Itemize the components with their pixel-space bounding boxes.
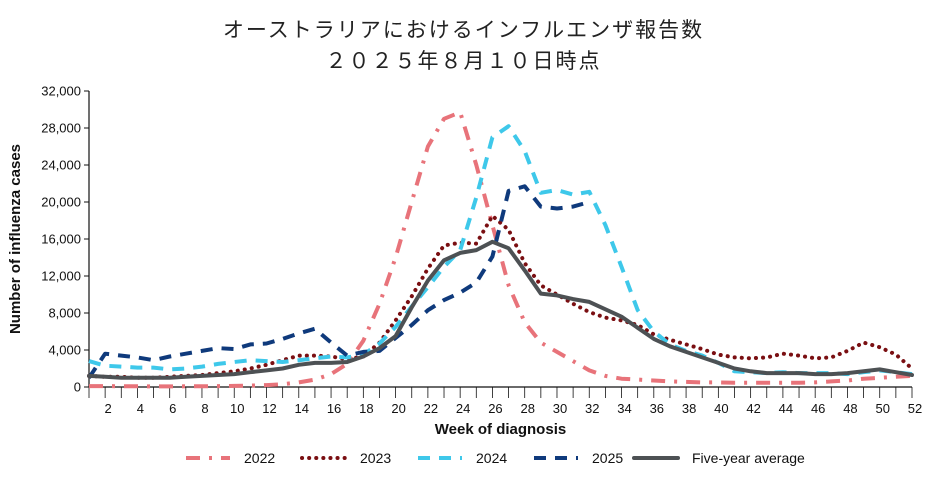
x-tick-label: 44 [779,401,793,416]
x-tick-label: 4 [137,401,144,416]
x-tick-label: 6 [169,401,176,416]
x-tick-label: 36 [650,401,664,416]
x-axis-label: Week of diagnosis [435,421,566,438]
legend-label: 2025 [592,450,623,466]
x-tick-label: 22 [424,401,438,416]
y-tick-label: 0 [74,380,81,395]
x-tick-label: 24 [456,401,470,416]
x-tick-label: 32 [585,401,599,416]
legend-label: 2022 [244,450,275,466]
legend: 2022 2023 2024 2025 Five-year average [186,450,805,466]
y-tick-label: 8,000 [48,306,81,321]
chart-title-line1: オーストラリアにおけるインフルエンザ報告数 [222,18,705,42]
series-line-2023 [87,213,914,380]
x-tick-label: 42 [746,401,760,416]
y-tick-label: 4,000 [48,343,81,358]
y-tick-label: 28,000 [41,121,81,136]
x-tick-label: 2 [105,401,112,416]
x-tick-label: 20 [391,401,405,416]
x-tick-label: 52 [908,401,922,416]
legend-label: 2024 [476,450,507,466]
x-tick-label: 38 [682,401,696,416]
y-tick-label: 32,000 [41,84,81,99]
series-layer [87,110,914,389]
x-tick-label: 10 [230,401,244,416]
series-line-five-year-average [87,239,914,380]
x-tick-label: 8 [201,401,208,416]
x-tick-label: 28 [520,401,534,416]
legend-label: 2023 [360,450,391,466]
y-axis-label: Number of influenza cases [7,144,24,334]
y-tick-label: 12,000 [41,269,81,284]
legend-label: Five-year average [692,450,805,466]
x-tick-label: 30 [553,401,567,416]
x-tick-label: 16 [327,401,341,416]
x-tick-label: 50 [875,401,889,416]
x-tick-label: 12 [262,401,276,416]
x-tick-label: 14 [295,401,309,416]
axes-layer: 0 4,000 8,000 12,000 16,000 20,000 24,000 28,00… [41,84,922,417]
series-line-2022 [89,110,913,389]
x-tick-label: 26 [488,401,502,416]
x-tick-label: 34 [617,401,631,416]
x-tick-label: 48 [843,401,857,416]
y-tick-label: 20,000 [41,195,81,210]
x-tick-label: 18 [359,401,373,416]
y-tick-label: 24,000 [41,158,81,173]
x-tick-label: 40 [714,401,728,416]
chart-title-line2: ２０２５年８月１０日時点 [325,49,602,73]
x-tick-label: 46 [811,401,825,416]
series-line-2025 [87,184,590,379]
y-tick-label: 16,000 [41,232,81,247]
